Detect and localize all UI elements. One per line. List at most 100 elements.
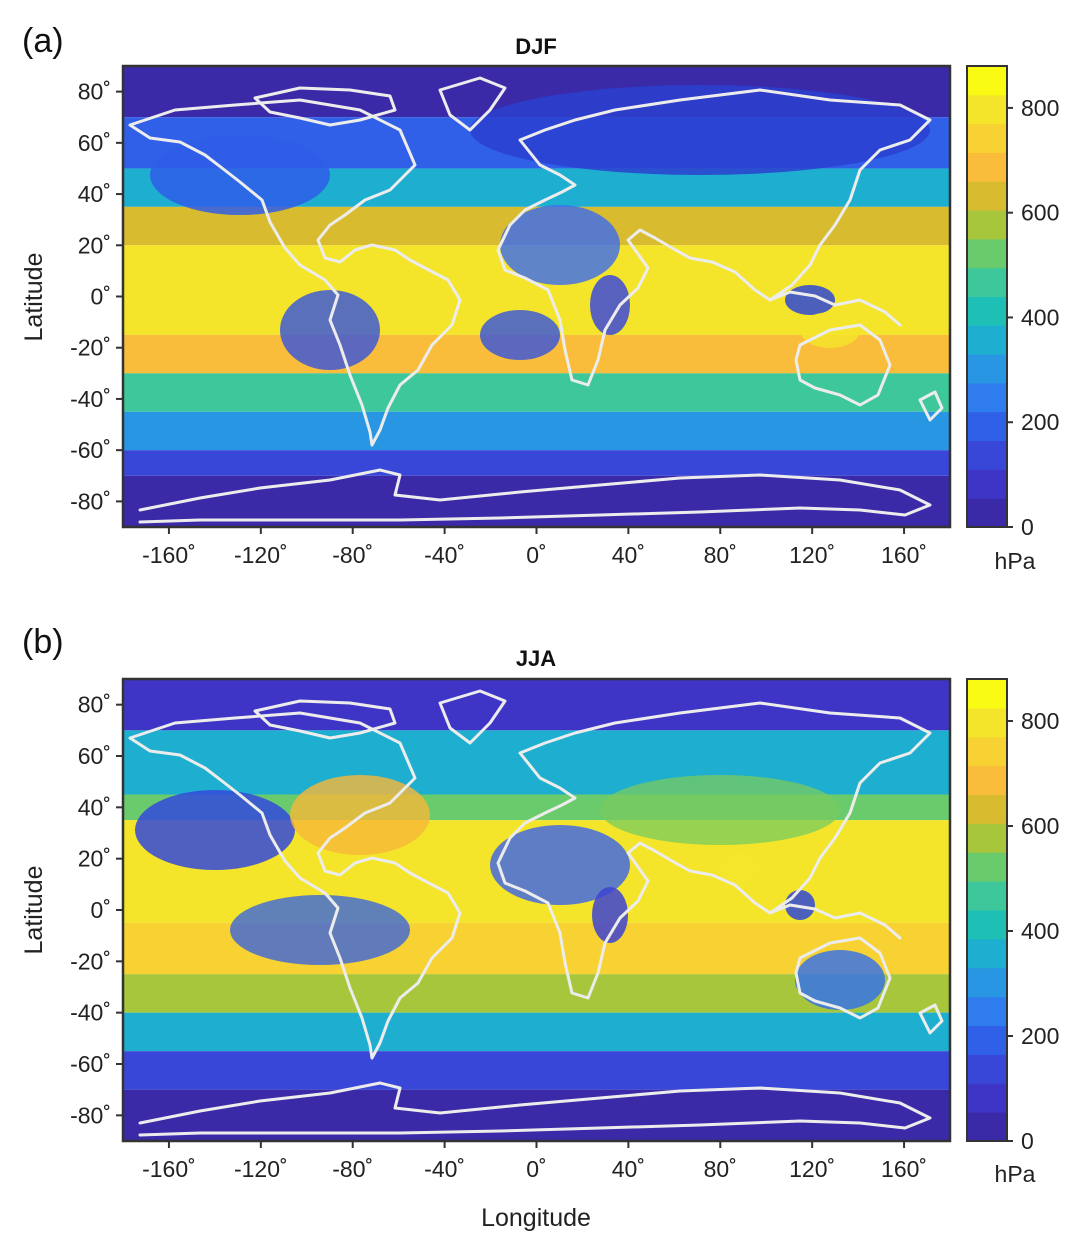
- panel-b-band: [123, 679, 950, 731]
- panel-a-y-tick-label: 20˚: [78, 232, 111, 258]
- panel-a-y-tick-label: 40˚: [78, 181, 111, 207]
- panel-a-y-axis-label: Latitude: [20, 253, 48, 342]
- panel-b-colorbar-tick-label: 200: [1021, 1023, 1059, 1049]
- panel-a-x-tick-label: 120˚: [789, 542, 835, 568]
- panel-a-band: [123, 475, 950, 527]
- panel-a-colorbar-tick-label: 400: [1021, 304, 1059, 330]
- panel-a-y-axis: 80˚ 60˚ 40˚ 20˚ 0˚ -20˚ -40˚ -60˚ -80˚: [70, 79, 123, 514]
- panel-a-regional-features: [150, 85, 930, 370]
- panel-a-band: [123, 411, 950, 451]
- panel-b-colorbar-segment: [967, 910, 1007, 940]
- panel-b-y-axis: 80˚ 60˚ 40˚ 20˚ 0˚ -20˚ -40˚ -60˚ -80˚: [70, 692, 123, 1128]
- panel-b-x-tick-label: -120˚: [234, 1156, 288, 1182]
- panel-a-label: (a): [22, 22, 64, 60]
- panel-b-x-axis: -160˚ -120˚ -80˚ -40˚ 0˚ 40˚ 80˚ 120˚ 160˚: [142, 1141, 927, 1182]
- panel-b-y-axis-label: Latitude: [20, 866, 48, 955]
- panel-a-colorbar-unit: hPa: [995, 548, 1036, 574]
- panel-b-colorbar-segment: [967, 1112, 1007, 1142]
- panel-a-x-tick-label: -160˚: [142, 542, 196, 568]
- panel-a-colorbar-segment: [967, 210, 1007, 240]
- panel-b-y-tick-label: 80˚: [78, 692, 111, 718]
- panel-b-title: JJA: [516, 646, 556, 671]
- panel-a-x-tick-label: -40˚: [424, 542, 465, 568]
- panel-b-colorbar-segment: [967, 707, 1007, 738]
- panel-b-band: [123, 1051, 950, 1090]
- panel-b-colorbar-segment: [967, 967, 1007, 998]
- panel-b: (b) JJA: [20, 623, 1059, 1232]
- panel-a-x-tick-label: 0˚: [526, 542, 546, 568]
- panel-b-x-tick-label: 80˚: [704, 1156, 737, 1182]
- panel-b-colorbar-segment: [967, 881, 1007, 911]
- panel-a: (a) DJF: [20, 22, 1059, 574]
- panel-b-x-tick-label: -80˚: [332, 1156, 373, 1182]
- panel-b-band: [123, 730, 950, 795]
- panel-a-band: [123, 373, 950, 412]
- panel-b-coastlines: [128, 689, 944, 1137]
- panel-a-colorbar-segment: [967, 267, 1007, 297]
- panel-a-colorbar-tick-label: 0: [1021, 514, 1034, 540]
- panel-b-colorbar: 0 200 400 600 800: [966, 678, 1059, 1154]
- panel-a-colorbar-segment: [967, 123, 1007, 153]
- panel-b-colorbar-segment: [967, 765, 1007, 795]
- panel-a-colorbar-segment: [967, 469, 1007, 499]
- panel-a-x-tick-label: 160˚: [881, 542, 927, 568]
- panel-b-band: [123, 1012, 950, 1052]
- panel-a-x-tick-label: 80˚: [704, 542, 737, 568]
- panel-a-colorbar-segment: [967, 296, 1007, 326]
- panel-b-x-tick-label: -40˚: [424, 1156, 465, 1182]
- panel-b-colorbar-segment: [967, 679, 1007, 709]
- panel-a-colorbar-segment: [967, 94, 1007, 125]
- panel-a-colorbar-segment: [967, 354, 1007, 384]
- panel-a-x-tick-label: 40˚: [612, 542, 645, 568]
- panel-b-label: (b): [22, 623, 64, 661]
- panel-a-y-tick-label: 0˚: [91, 284, 111, 310]
- panel-a-colorbar-segment: [967, 152, 1007, 182]
- panel-a-x-tick-label: -120˚: [234, 542, 288, 568]
- panel-a-y-tick-label: -20˚: [70, 335, 111, 361]
- panel-b-x-tick-label: 40˚: [612, 1156, 645, 1182]
- panel-a-colorbar-segment: [967, 440, 1007, 470]
- panel-b-regional-features: [135, 775, 885, 1010]
- panel-a-band: [123, 450, 950, 476]
- panel-b-colorbar-segment: [967, 1054, 1007, 1084]
- panel-a-x-tick-label: -80˚: [332, 542, 373, 568]
- panel-a-colorbar-segment: [967, 66, 1007, 96]
- panel-b-x-tick-label: -160˚: [142, 1156, 196, 1182]
- panel-b-y-tick-label: -40˚: [70, 1000, 111, 1026]
- panel-b-colorbar-segment: [967, 736, 1007, 767]
- panel-a-y-tick-label: -60˚: [70, 437, 111, 463]
- panel-b-colorbar-tick-label: 800: [1021, 708, 1059, 734]
- panel-a-y-tick-label: -40˚: [70, 386, 111, 412]
- panel-b-x-tick-label: 0˚: [526, 1156, 546, 1182]
- panel-b-colorbar-segment: [967, 852, 1007, 882]
- panel-b-colorbar-frame: [966, 678, 1008, 1142]
- panel-a-colorbar-segment: [967, 181, 1007, 211]
- panel-a-colorbar-segment: [967, 382, 1007, 413]
- panel-b-y-tick-label: 60˚: [78, 743, 111, 769]
- panel-b-y-tick-label: 0˚: [91, 897, 111, 923]
- panel-b-x-axis-label: Longitude: [481, 1204, 591, 1232]
- panel-b-y-tick-label: -80˚: [70, 1102, 111, 1128]
- panel-a-colorbar-tick-label: 200: [1021, 409, 1059, 435]
- panel-b-colorbar-segment: [967, 1083, 1007, 1113]
- panel-a-coastlines: [128, 76, 944, 524]
- panel-b-colorbar-unit: hPa: [995, 1161, 1036, 1187]
- panel-b-colorbar-segment: [967, 794, 1007, 824]
- panel-a-colorbar-tick-label: 600: [1021, 200, 1059, 226]
- panel-b-colorbar-tick-label: 600: [1021, 813, 1059, 839]
- panel-b-colorbar-tick-label: 400: [1021, 918, 1059, 944]
- panel-a-colorbar-segment: [967, 238, 1007, 269]
- panel-a-colorbar-segment: [967, 498, 1007, 528]
- panel-b-y-tick-label: 40˚: [78, 794, 111, 820]
- panel-b-y-tick-label: -60˚: [70, 1051, 111, 1077]
- panel-b-colorbar-segment: [967, 938, 1007, 969]
- panel-b-colorbar-segment: [967, 1025, 1007, 1055]
- panel-a-y-tick-label: 80˚: [78, 79, 111, 105]
- panel-a-y-tick-label: -80˚: [70, 488, 111, 514]
- panel-b-colorbar-segment: [967, 823, 1007, 853]
- panel-a-x-axis: -160˚ -120˚ -80˚ -40˚ 0˚ 40˚ 80˚ 120˚ 160˚: [142, 527, 927, 568]
- panel-a-map: [123, 66, 950, 527]
- panel-a-title: DJF: [515, 34, 557, 59]
- panel-b-map: [123, 679, 950, 1141]
- panel-b-x-tick-label: 120˚: [789, 1156, 835, 1182]
